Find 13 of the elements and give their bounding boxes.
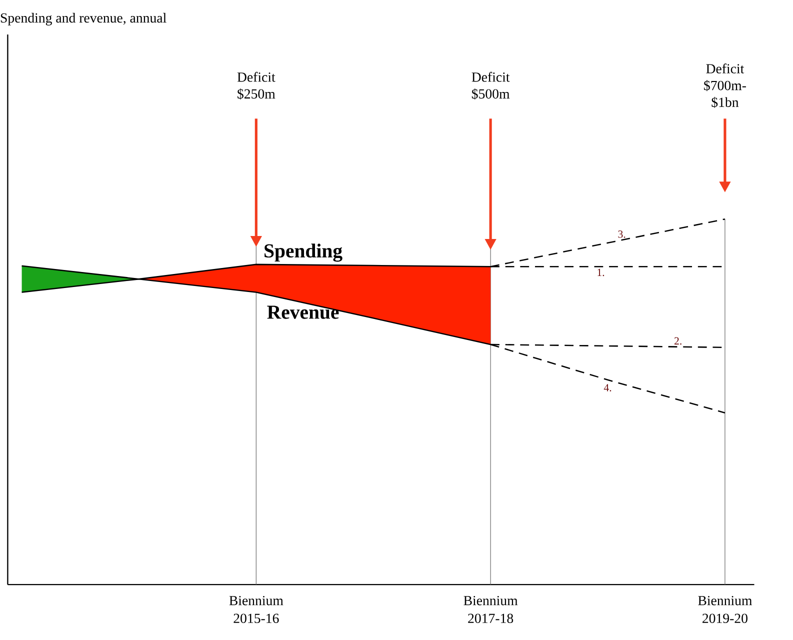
text: Deficit $250m (237, 72, 276, 100)
text: Deficit $500m (472, 72, 510, 100)
text: Deficit $700m-$1bn (704, 64, 746, 108)
series-label: Revenue (267, 306, 339, 319)
series-label: 1. (598, 268, 604, 276)
x-tick-label: Biennium 2017-18 (464, 596, 518, 624)
series-label: 2. (674, 337, 682, 345)
series-label: Spending (264, 244, 342, 262)
series-label: 3. (618, 230, 626, 238)
series-label: 4. (604, 384, 612, 392)
text: Spending and revenue, annual (0, 12, 166, 26)
x-tick-label: Biennium 2015-16 (229, 596, 284, 624)
x-tick-label: Biennium 2019-20 (698, 596, 752, 624)
